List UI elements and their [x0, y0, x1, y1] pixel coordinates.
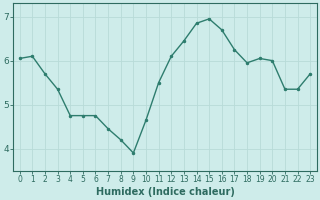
X-axis label: Humidex (Indice chaleur): Humidex (Indice chaleur)	[96, 187, 234, 197]
